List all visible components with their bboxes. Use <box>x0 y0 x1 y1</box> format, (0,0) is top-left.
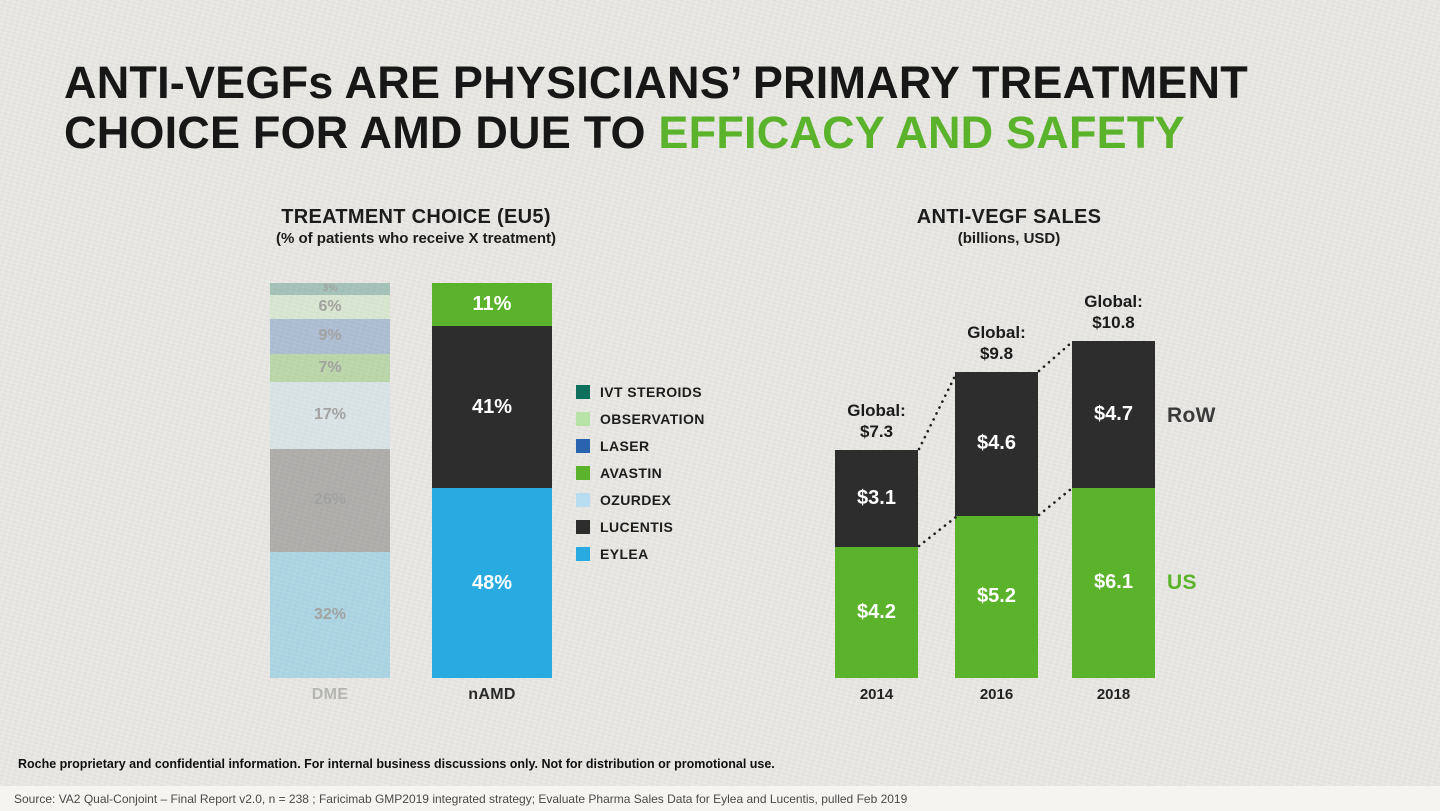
dme-segment-ivt-steroids: 3% <box>270 283 390 295</box>
global-label: Global: <box>967 323 1026 343</box>
series-label-row: RoW <box>1167 404 1216 427</box>
namd-segment-avastin: 11% <box>432 283 552 327</box>
legend-item-avastin: AVASTIN <box>576 465 705 481</box>
legend-label: EYLEA <box>600 546 649 562</box>
global-total-label-2018: Global: $10.8 <box>1044 292 1184 333</box>
legend-item-ozurdex: OZURDEX <box>576 492 705 508</box>
slide-title-line2-green: EFFICACY AND SAFETY <box>658 106 1185 158</box>
dme-segment-ozurdex: 17% <box>270 381 390 449</box>
legend-item-eylea: EYLEA <box>576 546 705 562</box>
segment-value-label: 3% <box>322 283 338 295</box>
legend-swatch <box>576 412 590 426</box>
global-label: Global: <box>1084 292 1143 312</box>
source-strip: Source: VA2 Qual-Conjoint – Final Report… <box>0 786 1440 811</box>
row-segment-2018: $4.7 <box>1072 341 1155 488</box>
treatment-chart-subtitle: (% of patients who receive X treatment) <box>275 230 557 247</box>
legend-swatch <box>576 493 590 507</box>
legend-item-ivt-steroids: IVT STEROIDS <box>576 384 705 400</box>
sales-bar-2016: $4.6 $5.2 <box>955 372 1038 678</box>
sales-chart-subtitle: (billions, USD) <box>957 230 1061 247</box>
legend-label: LUCENTIS <box>600 519 674 535</box>
segment-value-label: $3.1 <box>857 487 896 510</box>
dme-segment-avastin: 7% <box>270 354 390 382</box>
legend-swatch <box>576 547 590 561</box>
year-label-2016: 2016 <box>979 686 1014 703</box>
global-value: $10.8 <box>1092 312 1135 332</box>
segment-value-label: $4.7 <box>1094 402 1133 425</box>
sales-chart-title: ANTI-VEGF SALES <box>916 206 1102 228</box>
segment-value-label: 6% <box>318 297 342 315</box>
year-label-2018: 2018 <box>1096 686 1131 703</box>
treatment-chart-title: TREATMENT CHOICE (EU5) <box>281 206 551 228</box>
dme-segment-laser: 9% <box>270 318 390 355</box>
dme-segment-eylea: 32% <box>270 551 390 678</box>
us-segment-2016: $5.2 <box>955 515 1038 678</box>
sales-bar-2014: $3.1 $4.2 <box>835 450 918 678</box>
global-total-label-2014: Global: $7.3 <box>807 401 947 442</box>
segment-value-label: 9% <box>318 327 342 345</box>
segment-value-label: 17% <box>313 406 347 424</box>
series-label-us: US <box>1167 571 1197 594</box>
legend-item-lucentis: LUCENTIS <box>576 519 705 535</box>
segment-value-label: 26% <box>313 491 347 509</box>
legend-item-laser: LASER <box>576 438 705 454</box>
global-label: Global: <box>847 401 906 421</box>
segment-value-label: 48% <box>471 571 513 594</box>
global-total-label-2016: Global: $9.8 <box>927 323 1067 364</box>
legend-swatch <box>576 439 590 453</box>
namd-stacked-bar: 11% 41% 48% <box>432 283 552 678</box>
segment-value-label: $5.2 <box>977 585 1016 608</box>
sales-bar-2018: $4.7 $6.1 <box>1072 341 1155 678</box>
source-text: Source: VA2 Qual-Conjoint – Final Report… <box>14 791 908 806</box>
legend-label: OZURDEX <box>600 492 672 508</box>
confidentiality-notice: Roche proprietary and confidential infor… <box>18 757 775 771</box>
legend-label: LASER <box>600 438 650 454</box>
us-segment-2018: $6.1 <box>1072 487 1155 678</box>
segment-value-label: $6.1 <box>1094 571 1133 594</box>
segment-value-label: $4.6 <box>977 432 1016 455</box>
row-segment-2014: $3.1 <box>835 450 918 547</box>
slide-title-line1: ANTI-VEGFs ARE PHYSICIANS’ PRIMARY TREAT… <box>64 57 1248 108</box>
legend-label: IVT STEROIDS <box>600 384 703 400</box>
slide-title: ANTI-VEGFs ARE PHYSICIANS’ PRIMARY TREAT… <box>64 58 1414 157</box>
legend-swatch <box>576 385 590 399</box>
namd-segment-eylea: 48% <box>432 488 552 678</box>
global-value: $7.3 <box>859 421 894 441</box>
segment-value-label: 32% <box>313 605 347 623</box>
dme-segment-observation: 6% <box>270 294 390 319</box>
year-label-2014: 2014 <box>859 686 894 703</box>
treatment-legend: IVT STEROIDS OBSERVATION LASER AVASTIN OZURD… <box>576 384 705 562</box>
legend-item-observation: OBSERVATION <box>576 411 705 427</box>
category-label-dme: DME <box>311 686 349 703</box>
segment-value-label: 7% <box>318 358 342 376</box>
namd-segment-lucentis: 41% <box>432 326 552 489</box>
legend-swatch <box>576 466 590 480</box>
dme-stacked-bar: 3% 6% 9% 7% 17% 26% 32% <box>270 283 390 678</box>
dme-segment-lucentis: 26% <box>270 448 390 552</box>
segment-value-label: 11% <box>472 293 512 316</box>
legend-label: OBSERVATION <box>600 411 705 427</box>
slide-title-line2-black: CHOICE FOR AMD DUE TO <box>64 106 659 158</box>
category-label-namd: nAMD <box>468 686 516 703</box>
legend-label: AVASTIN <box>600 465 663 481</box>
segment-value-label: $4.2 <box>857 600 896 623</box>
legend-swatch <box>576 520 590 534</box>
row-segment-2016: $4.6 <box>955 372 1038 516</box>
us-segment-2014: $4.2 <box>835 546 918 678</box>
global-value: $9.8 <box>979 343 1014 363</box>
segment-value-label: 41% <box>471 395 513 418</box>
